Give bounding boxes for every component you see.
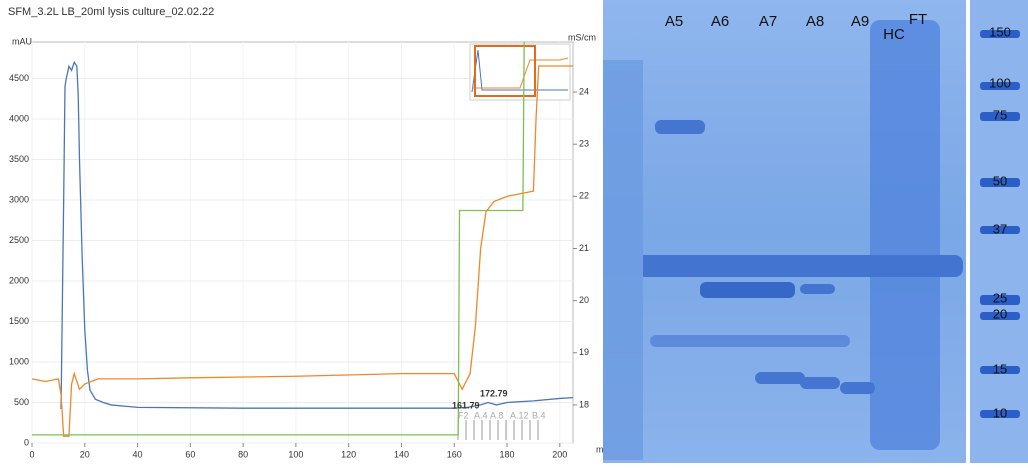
x-tick-label: 120: [341, 449, 356, 459]
y2-tick-label: 23: [579, 139, 589, 149]
series-line: [32, 41, 525, 436]
y-tick-label: 3500: [9, 154, 29, 164]
marker-label: 100: [989, 75, 1011, 90]
y-tick-label: 4500: [9, 73, 29, 83]
chart-title: SFM_3.2L LB_20ml lysis culture_02.02.22: [8, 6, 214, 18]
minimap: [469, 43, 571, 101]
lane-label: FT: [909, 11, 927, 28]
x-tick-label: 80: [238, 449, 248, 459]
marker-label: 15: [993, 361, 1007, 376]
x-tick-label: 180: [500, 449, 515, 459]
chromatogram: SFM_3.2L LB_20ml lysis culture_02.02.22 …: [8, 6, 606, 459]
fraction-label: F2: [458, 410, 469, 420]
y-tick-label: 2500: [9, 235, 29, 245]
marker-label: 37: [993, 221, 1007, 236]
y-tick-label: 2000: [9, 275, 29, 285]
fraction-label: A.4: [474, 410, 488, 420]
marker-label: 25: [993, 290, 1007, 305]
marker-label: 150: [989, 24, 1011, 39]
y-tick-label: 500: [14, 397, 29, 407]
plot-frame: [31, 41, 574, 444]
y-tick-label: 0: [24, 437, 29, 447]
lane-label: A8: [806, 13, 824, 30]
series-line: [31, 65, 573, 437]
lane-label: A6: [711, 13, 729, 30]
x-tick-label: 140: [394, 449, 409, 459]
x-tick-label: 100: [288, 449, 303, 459]
y2-tick-label: 22: [579, 191, 589, 201]
lane-label: A5: [665, 13, 683, 30]
marker-label: 10: [993, 405, 1007, 420]
annotation: 172.79: [480, 388, 508, 398]
y-tick-label: 1500: [9, 316, 29, 326]
y2-tick-label: 18: [579, 399, 589, 409]
y2-tick-label: 24: [579, 86, 589, 96]
fraction-label: A.8: [490, 410, 504, 420]
fraction-label: A.12: [510, 410, 529, 420]
series-line: [60, 60, 574, 409]
lane-label: A7: [759, 13, 777, 30]
x-tick-label: 0: [29, 449, 34, 459]
fraction-label: B.4: [532, 410, 546, 420]
y-tick-label: 4000: [9, 113, 29, 123]
marker-label: 75: [993, 107, 1007, 122]
y2-tick-label: 20: [579, 295, 589, 305]
x-tick-label: 160: [447, 449, 462, 459]
y-tick-label: 3000: [9, 194, 29, 204]
x-tick-label: 200: [552, 449, 567, 459]
x-tick-label: 40: [133, 449, 143, 459]
y2-axis-label: mS/cm: [568, 32, 596, 42]
lane-label: A9: [851, 13, 869, 30]
y-tick-label: 1000: [9, 356, 29, 366]
y2-tick-label: 19: [579, 347, 589, 357]
y2-tick-label: 21: [579, 243, 589, 253]
annotation: 161.79: [452, 400, 480, 410]
marker-label: 20: [993, 306, 1007, 321]
x-tick-label: 60: [185, 449, 195, 459]
marker-label: 50: [993, 173, 1007, 188]
x-axis-label: ml: [596, 444, 606, 454]
lane-label: HC: [883, 26, 905, 43]
y-axis-label: mAU: [12, 36, 32, 46]
x-tick-label: 20: [80, 449, 90, 459]
